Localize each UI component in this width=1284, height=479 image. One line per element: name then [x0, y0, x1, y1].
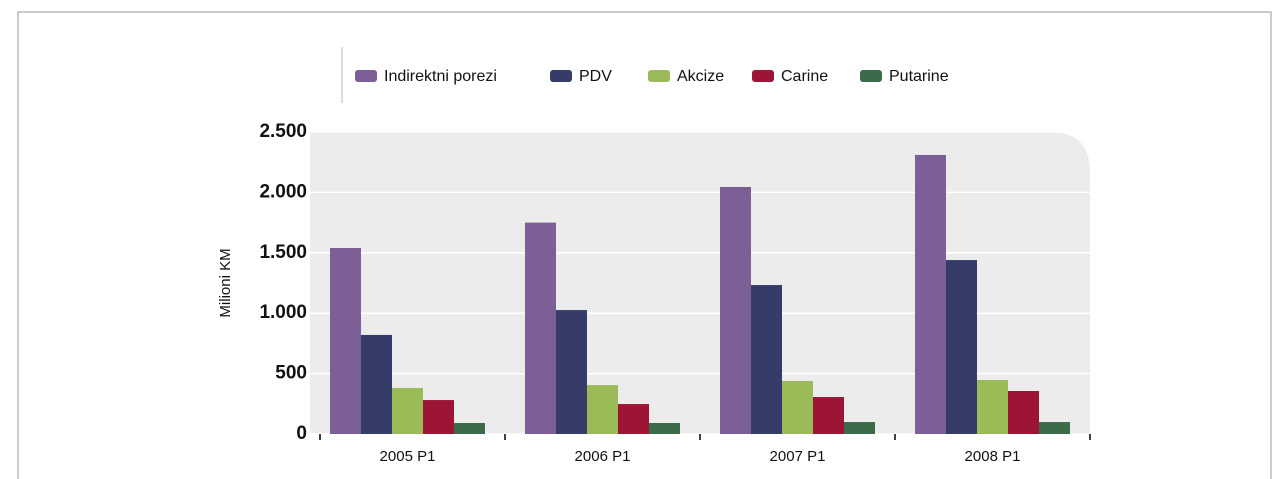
bar	[813, 397, 844, 434]
bar	[946, 260, 977, 434]
bar	[556, 310, 587, 434]
legend-label: Putarine	[889, 68, 949, 85]
bar	[1039, 422, 1070, 434]
y-tick-label: 500	[275, 363, 307, 384]
bar	[618, 404, 649, 434]
y-tick-label: 1.000	[259, 302, 307, 323]
bar	[649, 423, 680, 434]
x-tick-label: 2005 P1	[380, 448, 436, 465]
legend-label: Akcize	[677, 68, 724, 85]
legend-swatch	[550, 70, 572, 82]
x-tick-label: 2007 P1	[770, 448, 826, 465]
legend-label: PDV	[579, 68, 612, 85]
y-tick-label: 1.500	[259, 242, 307, 263]
y-axis-label: Milioni KM	[217, 248, 234, 317]
bar	[330, 247, 361, 434]
y-tick-label: 2.500	[259, 121, 307, 142]
bar	[587, 385, 618, 434]
bar	[977, 380, 1008, 434]
legend-label: Indirektni porezi	[384, 68, 497, 85]
bar	[915, 154, 946, 434]
frame	[17, 11, 1272, 479]
bar	[361, 334, 392, 434]
plot-area	[310, 132, 1090, 434]
bar	[1008, 390, 1039, 434]
bar	[423, 400, 454, 434]
x-tick-label: 2008 P1	[965, 448, 1021, 465]
y-tick-label: 2.000	[259, 181, 307, 202]
bar	[392, 387, 423, 434]
legend-swatch	[355, 70, 377, 82]
legend-label: Carine	[781, 68, 828, 85]
bar	[720, 186, 751, 434]
bar	[782, 380, 813, 434]
y-tick-label: 0	[296, 423, 307, 444]
x-tick-label: 2006 P1	[575, 448, 631, 465]
bar	[844, 422, 875, 434]
legend-swatch	[860, 70, 882, 82]
bar	[454, 423, 485, 434]
legend-swatch	[752, 70, 774, 82]
legend-swatch	[648, 70, 670, 82]
bar	[751, 285, 782, 434]
bar	[525, 222, 556, 434]
